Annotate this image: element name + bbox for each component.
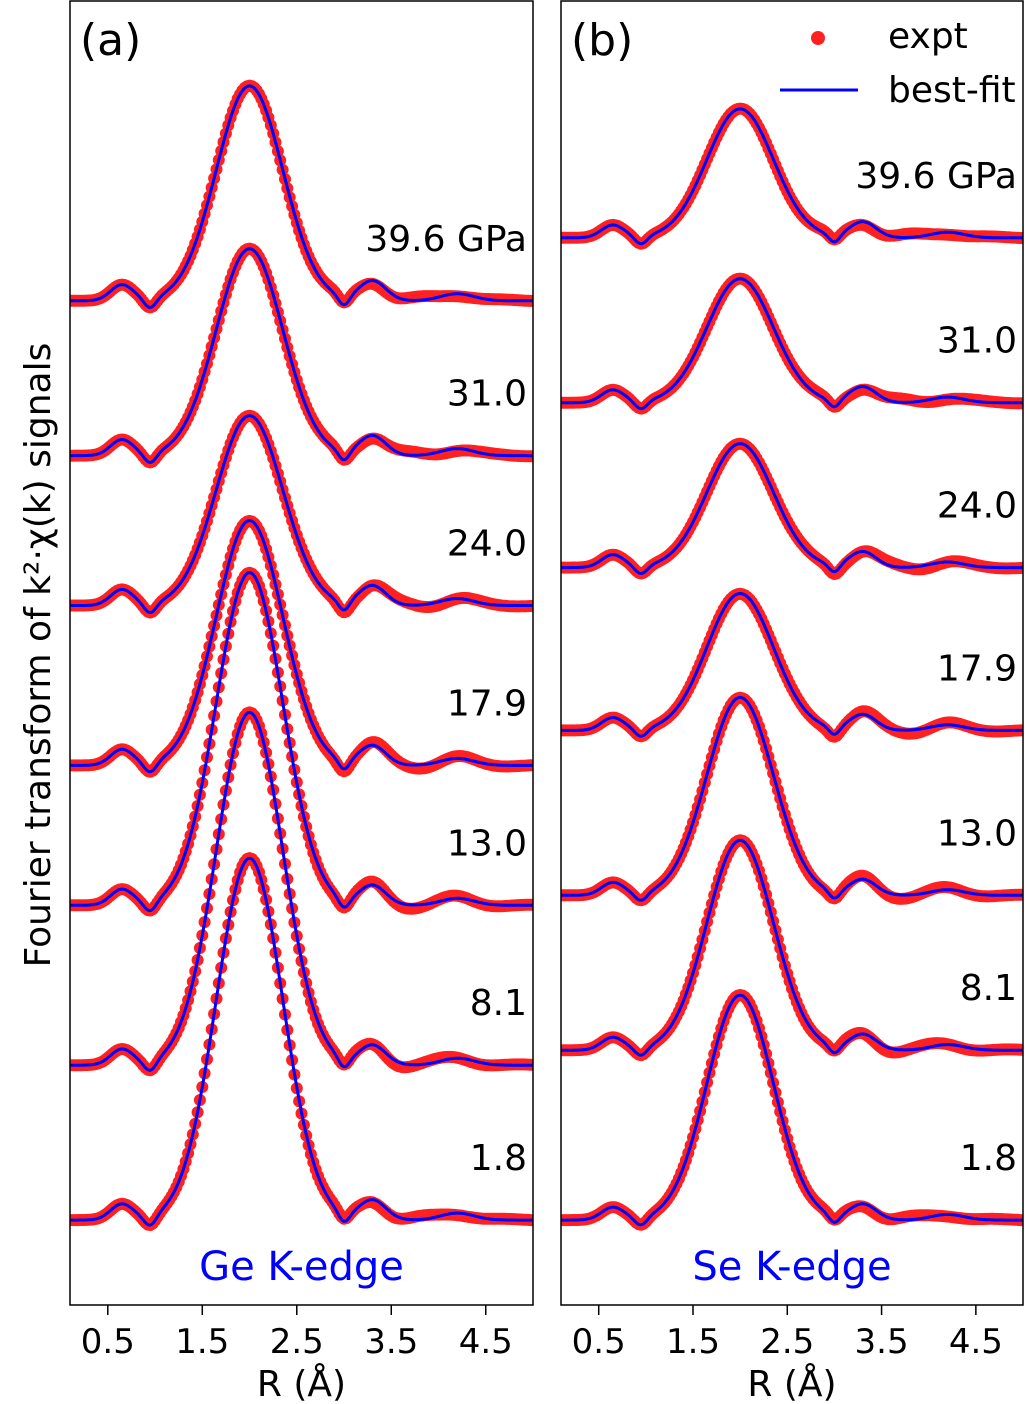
- series-8.1: [561, 834, 1023, 1062]
- series-1.8: [561, 989, 1023, 1231]
- pressure-label: 17.9: [447, 683, 527, 724]
- axes-frame: [560, 0, 1024, 1306]
- pressure-label: 8.1: [960, 968, 1017, 1009]
- pressure-label: 1.8: [470, 1138, 527, 1179]
- fit-line: [70, 571, 533, 913]
- series-39.6-GPa: [70, 79, 533, 314]
- fit-line: [70, 519, 533, 774]
- pressure-label: 13.0: [937, 813, 1017, 854]
- edge-label: Se K-edge: [692, 1244, 891, 1290]
- series-1.8: [70, 852, 533, 1231]
- pressure-label: 39.6 GPa: [365, 219, 527, 260]
- series-24.0: [70, 409, 533, 619]
- pressure-label: 39.6 GPa: [855, 156, 1017, 197]
- fit-line: [70, 856, 533, 1227]
- pressure-label: 24.0: [447, 524, 527, 565]
- x-axis-label: R (Å): [257, 1362, 346, 1404]
- panel-label: (b): [571, 15, 633, 66]
- series-17.9: [561, 587, 1023, 743]
- fit-line: [561, 107, 1023, 246]
- panel-b: 39.6 GPa 31.0 24.0 17.9 13.0 8.1 1.8 0.5 1.5 2.5 3…: [560, 0, 1024, 1404]
- series-24.0: [561, 437, 1023, 580]
- fit-line: [561, 277, 1023, 411]
- panel-a: 39.6 GPa 31.0 24.0 17.9 13.0 8.1 1.8 0.5 1.5 2.5 3…: [69, 0, 534, 1404]
- pressure-label: 13.0: [447, 823, 527, 864]
- x-tick-label: 4.5: [949, 1322, 1003, 1362]
- x-tick-label: 1.5: [666, 1322, 720, 1362]
- x-tick-label: 2.5: [760, 1322, 814, 1362]
- x-tick-label: 0.5: [81, 1322, 135, 1362]
- y-axis-label: Fourier transform of k²·χ(k) signals: [18, 343, 59, 968]
- fit-line: [561, 696, 1023, 902]
- fit-line: [70, 84, 533, 309]
- edge-label: Ge K-edge: [199, 1244, 404, 1290]
- pressure-label: 24.0: [937, 486, 1017, 527]
- pressure-label: 17.9: [937, 648, 1017, 689]
- fit-line: [70, 710, 533, 1072]
- series-13.0: [561, 691, 1023, 907]
- legend-expt-marker: [811, 31, 825, 45]
- fit-line: [561, 838, 1023, 1057]
- x-axis-label: R (Å): [747, 1362, 836, 1404]
- panel-label: (a): [80, 15, 141, 66]
- legend-expt-label: expt: [888, 16, 968, 57]
- fit-line: [70, 414, 533, 615]
- fit-line: [561, 442, 1023, 576]
- series-17.9: [70, 514, 533, 778]
- series-13.0: [70, 566, 533, 917]
- series-8.1: [70, 706, 533, 1077]
- x-tick-label: 3.5: [364, 1322, 418, 1362]
- series-39.6-GPa: [561, 102, 1023, 250]
- pressure-label: 31.0: [937, 321, 1017, 362]
- x-tick-label: 0.5: [572, 1322, 626, 1362]
- legend: expt best-fit: [780, 16, 1016, 111]
- legend-fit-label: best-fit: [888, 70, 1016, 111]
- fit-line: [561, 993, 1023, 1227]
- fit-line: [70, 247, 533, 464]
- x-tick-label: 4.5: [459, 1322, 513, 1362]
- pressure-label: 8.1: [470, 983, 527, 1024]
- axes-frame: [69, 0, 534, 1306]
- pressure-label: 31.0: [447, 374, 527, 415]
- x-tick-label: 3.5: [855, 1322, 909, 1362]
- series-31.0: [561, 272, 1023, 415]
- x-tick-label: 2.5: [270, 1322, 324, 1362]
- series-31.0: [70, 242, 533, 469]
- x-tick-label: 1.5: [175, 1322, 229, 1362]
- fit-line: [561, 591, 1023, 738]
- pressure-label: 1.8: [960, 1138, 1017, 1179]
